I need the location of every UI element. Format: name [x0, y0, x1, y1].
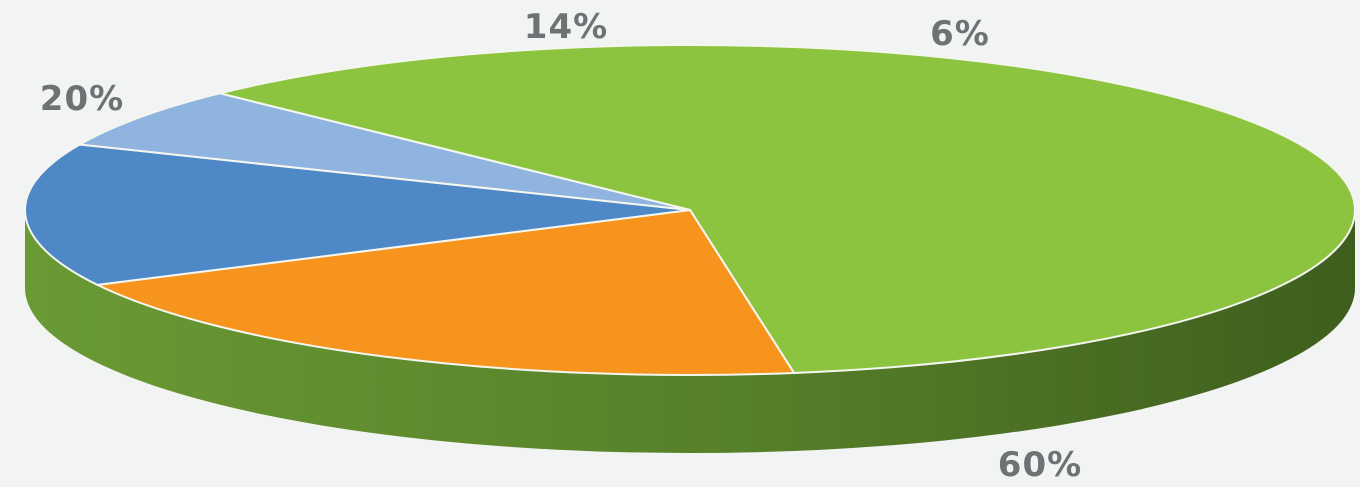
pie-slice-layer: [24, 44, 1356, 376]
pie-slice-20: [94, 208, 796, 376]
slice-label-14: 14%: [524, 7, 608, 47]
pie-slice-14: [24, 143, 691, 286]
slice-label-6: 6%: [930, 14, 990, 54]
pie-side-layer: [25, 210, 1355, 453]
pie-slice-60: [219, 44, 1356, 374]
slice-label-20: 20%: [40, 79, 124, 119]
slice-label-60: 60%: [998, 445, 1082, 485]
pie-slice-6: [76, 92, 691, 211]
pie-label-layer: 60% 20% 14% 6%: [40, 7, 1082, 485]
pie-side-wall: [25, 210, 1355, 453]
